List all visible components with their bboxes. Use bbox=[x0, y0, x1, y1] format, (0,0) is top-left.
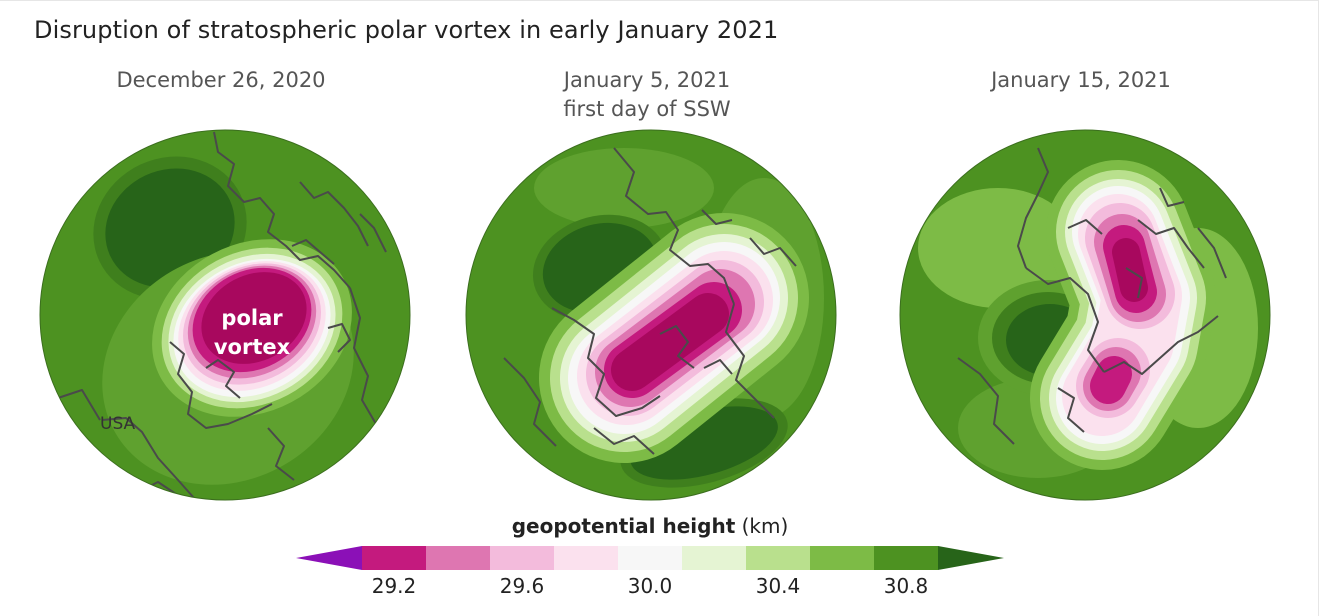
legend-swatch-9 bbox=[874, 546, 938, 570]
legend-tick-30-4: 30.4 bbox=[755, 574, 801, 598]
legend-title-bold: geopotential height bbox=[511, 514, 736, 538]
top-border bbox=[0, 0, 1318, 1]
map-2-date: January 5, 2021 bbox=[563, 68, 731, 92]
map-1-title: December 26, 2020 bbox=[41, 66, 401, 95]
polar-map-jan-05 bbox=[465, 129, 837, 501]
legend-swatch-6 bbox=[682, 546, 746, 570]
label-vortex: vortex bbox=[214, 335, 291, 359]
polar-map-jan-15 bbox=[899, 129, 1271, 501]
polar-map-dec-26: polar vortex USA bbox=[39, 129, 411, 501]
legend-title: geopotential height (km) bbox=[0, 514, 1300, 538]
map-3-date: January 15, 2021 bbox=[991, 68, 1171, 92]
label-polar: polar bbox=[221, 306, 283, 330]
map-2-subtitle: first day of SSW bbox=[563, 97, 731, 121]
legend-arrow-high bbox=[938, 546, 1004, 570]
legend-swatch-8 bbox=[810, 546, 874, 570]
polar-vortex-contours bbox=[1030, 160, 1216, 470]
legend-swatch-1 bbox=[362, 546, 426, 570]
right-border bbox=[1318, 0, 1319, 616]
figure-title: Disruption of stratospheric polar vortex… bbox=[34, 16, 779, 44]
coastlines bbox=[957, 147, 1227, 445]
legend-arrow-low bbox=[296, 546, 362, 570]
coastlines bbox=[57, 131, 393, 499]
legend-tick-29-2: 29.2 bbox=[371, 574, 417, 598]
legend-swatch-4 bbox=[554, 546, 618, 570]
legend-swatch-2 bbox=[426, 546, 490, 570]
legend-tick-29-6: 29.6 bbox=[499, 574, 545, 598]
polar-vortex-contours bbox=[539, 213, 809, 463]
legend-title-unit: (km) bbox=[741, 514, 789, 538]
map-1-date: December 26, 2020 bbox=[116, 68, 326, 92]
color-scale-legend bbox=[296, 546, 1004, 570]
legend-tick-30-8: 30.8 bbox=[883, 574, 929, 598]
legend-tick-30-0: 30.0 bbox=[627, 574, 673, 598]
map-2-title: January 5, 2021 first day of SSW bbox=[467, 66, 827, 124]
legend-swatch-7 bbox=[746, 546, 810, 570]
label-usa: USA bbox=[100, 414, 136, 434]
legend-swatch-3 bbox=[490, 546, 554, 570]
legend-swatch-5 bbox=[618, 546, 682, 570]
map-3-title: January 15, 2021 bbox=[901, 66, 1261, 95]
